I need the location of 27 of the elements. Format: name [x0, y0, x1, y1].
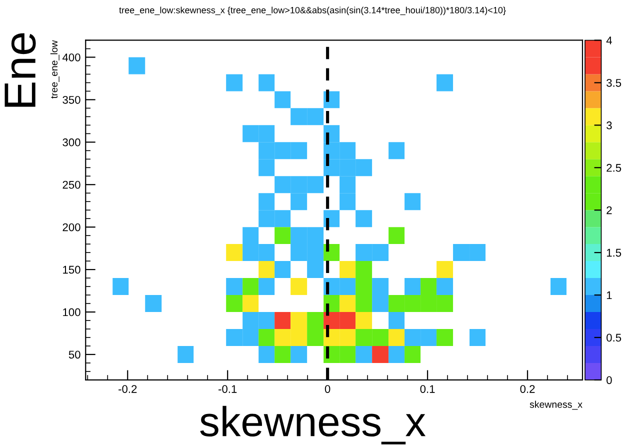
x-axis-title: skewness_x [530, 400, 582, 410]
y-axis-title: tree_ene_low [50, 40, 60, 98]
y-tick-label: 300 [62, 138, 80, 146]
x-tick-label: 0 [324, 385, 330, 393]
color-bar-label: 3 [606, 121, 612, 130]
y-tick-label: 50 [68, 350, 80, 359]
color-bar-label: 0.5 [606, 334, 622, 342]
chart-title: tree_ene_low:skewness_x {tree_ene_low>10&&abs(asin(sin(3.14*tree_houi/180))*180/3.14)<10} [119, 6, 506, 16]
x-tick-label: 0.2 [520, 385, 535, 393]
color-bar-label: 3.5 [606, 78, 622, 87]
y-tick-label: 150 [63, 266, 80, 274]
text: skewness_x [200, 406, 426, 444]
x-tick-label: 0.1 [420, 385, 435, 393]
color-bar-label: 2.5 [606, 164, 622, 172]
y-tick-label: 250 [62, 180, 80, 189]
y-tick-label: 100 [63, 308, 80, 316]
x-tick-label: -0.2 [118, 385, 137, 393]
y-tick-label: 200 [62, 223, 80, 232]
y-tick-label: 400 [62, 53, 80, 62]
color-bar-label: 2 [606, 206, 612, 214]
color-bar-label: 1 [606, 291, 612, 300]
color-bar-label: 1.5 [606, 248, 622, 257]
x-tick-label: -0.1 [218, 385, 237, 393]
color-bar-label: 0 [606, 376, 612, 384]
color-bar-label: 4 [606, 36, 612, 44]
y-tick-label: 350 [62, 96, 80, 104]
text: Ene [4, 33, 36, 107]
